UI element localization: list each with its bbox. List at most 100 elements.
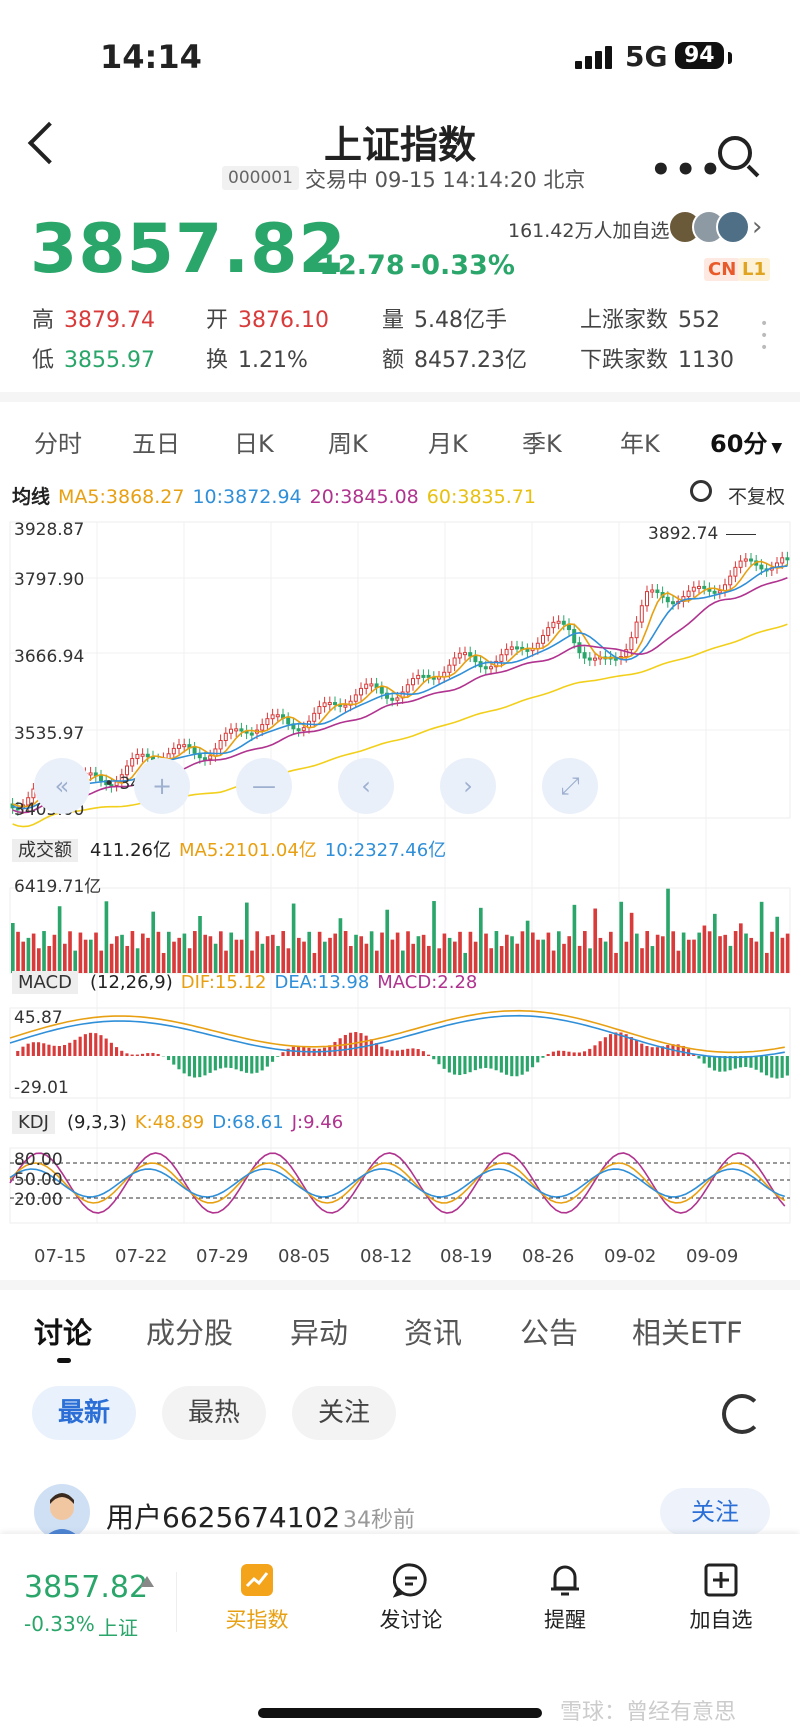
candle: [473, 655, 478, 663]
tab-fenshi[interactable]: 分时: [34, 430, 82, 458]
volume-bar: [359, 936, 364, 973]
macd-bar: [463, 1056, 467, 1075]
watcher-avatars[interactable]: [668, 210, 750, 248]
tab-related-etf[interactable]: 相关ETF: [632, 1316, 743, 1350]
volume-bar: [57, 906, 62, 973]
candle: [369, 683, 374, 687]
high-mark-line: [726, 534, 756, 535]
kdj-legend: KDJ (9,3,3) K:48.89 D:68.61 J:9.46: [12, 1111, 343, 1134]
volume-bar: [406, 931, 410, 973]
tab-yearly[interactable]: 年K: [620, 430, 660, 458]
candle: [691, 586, 696, 592]
bell-icon: [547, 1562, 583, 1598]
search-icon[interactable]: [718, 136, 752, 170]
chat-icon: [392, 1562, 429, 1598]
macd-bar: [52, 1045, 56, 1056]
tab-monthly[interactable]: 月K: [428, 430, 468, 458]
page-title: 上证指数: [323, 123, 476, 167]
volume-bar: [515, 943, 520, 973]
post-username[interactable]: 用户6625674102: [106, 1501, 341, 1534]
avatar[interactable]: [34, 1484, 90, 1540]
tab-discussion[interactable]: 讨论: [34, 1316, 93, 1350]
macd-bar: [531, 1056, 535, 1068]
macd-bar: [603, 1037, 607, 1056]
candle: [515, 646, 519, 650]
candle: [489, 666, 493, 670]
candle: [192, 747, 197, 754]
dropdown-icon: ▼: [771, 440, 783, 456]
candle: [785, 557, 790, 561]
volume-bar: [302, 941, 306, 973]
add-watchlist-button[interactable]: 加自选: [666, 1562, 776, 1634]
macd-bar: [562, 1050, 566, 1056]
candle: [587, 657, 592, 661]
tab-components[interactable]: 成分股: [146, 1316, 234, 1350]
fuquan-toggle[interactable]: 不复权: [728, 486, 786, 508]
candle: [353, 694, 358, 702]
expand-dots-icon[interactable]: • • •: [760, 316, 769, 356]
settings-icon[interactable]: [690, 480, 712, 502]
macd-bar: [661, 1046, 665, 1056]
macd-bar: [551, 1051, 555, 1056]
macd-bar: [213, 1056, 217, 1071]
macd-bar: [785, 1056, 789, 1076]
minus-icon[interactable]: —: [236, 758, 292, 814]
follow-button[interactable]: 关注: [660, 1488, 770, 1536]
macd-bar: [390, 1050, 394, 1056]
tab-announcements[interactable]: 公告: [520, 1316, 579, 1350]
candle: [135, 753, 140, 760]
candle: [655, 589, 660, 594]
tab-news[interactable]: 资讯: [404, 1316, 463, 1350]
d-line: [9, 1168, 786, 1198]
watchers-count[interactable]: 161.42万人加自选: [508, 220, 670, 242]
post-discussion-button[interactable]: 发讨论: [356, 1562, 466, 1634]
alert-button[interactable]: 提醒: [510, 1562, 620, 1634]
fullscreen-icon[interactable]: ⤢: [542, 758, 598, 814]
macd-bar: [219, 1056, 223, 1069]
market-tag-l1: L1: [738, 258, 770, 281]
macd-bar: [770, 1056, 774, 1078]
more-icon[interactable]: •••: [650, 150, 725, 190]
volume-bar: [343, 931, 348, 973]
volume-bar: [11, 923, 15, 973]
stat-high: 高 3879.74: [32, 308, 155, 333]
tab-60min[interactable]: 60分 ▼: [710, 430, 783, 458]
macd-bar: [146, 1053, 150, 1056]
candle: [686, 590, 691, 598]
candle: [743, 558, 748, 562]
candle: [447, 664, 452, 673]
volume-bar: [468, 931, 473, 973]
refresh-icon[interactable]: [722, 1394, 762, 1434]
tab-5day[interactable]: 五日: [132, 430, 180, 458]
kline-chart[interactable]: [0, 508, 800, 1248]
home-indicator: [258, 1708, 542, 1718]
macd-bar: [505, 1056, 509, 1075]
tab-weekly[interactable]: 周K: [328, 430, 368, 458]
filter-latest[interactable]: 最新: [32, 1386, 137, 1440]
volume-bar: [375, 950, 379, 973]
macd-bar: [57, 1045, 61, 1056]
scroll-left-icon[interactable]: ‹: [338, 758, 394, 814]
tab-quarterly[interactable]: 季K: [522, 430, 562, 458]
date-label: 08-19: [440, 1246, 493, 1267]
volume-bar: [635, 933, 639, 973]
macd-bar: [437, 1056, 441, 1065]
buy-index-button[interactable]: 买指数: [202, 1562, 312, 1634]
zoom-out-icon[interactable]: «: [34, 758, 90, 814]
filter-following[interactable]: 关注: [292, 1386, 397, 1440]
plus-square-icon: [703, 1562, 739, 1598]
volume-bar: [37, 948, 41, 973]
chevron-right-icon[interactable]: ›: [752, 212, 763, 242]
candle: [203, 757, 207, 761]
volume-bar: [193, 931, 197, 973]
macd-bar: [411, 1048, 415, 1056]
volume-bar: [390, 939, 395, 973]
macd-bar: [718, 1056, 722, 1072]
filter-hot[interactable]: 最热: [162, 1386, 267, 1440]
tab-daily[interactable]: 日K: [234, 430, 274, 458]
scroll-right-icon[interactable]: ›: [440, 758, 496, 814]
tab-anomaly[interactable]: 异动: [290, 1316, 349, 1350]
zoom-in-icon[interactable]: +: [134, 758, 190, 814]
macd-bar: [499, 1056, 503, 1073]
macd-bar: [104, 1038, 108, 1056]
